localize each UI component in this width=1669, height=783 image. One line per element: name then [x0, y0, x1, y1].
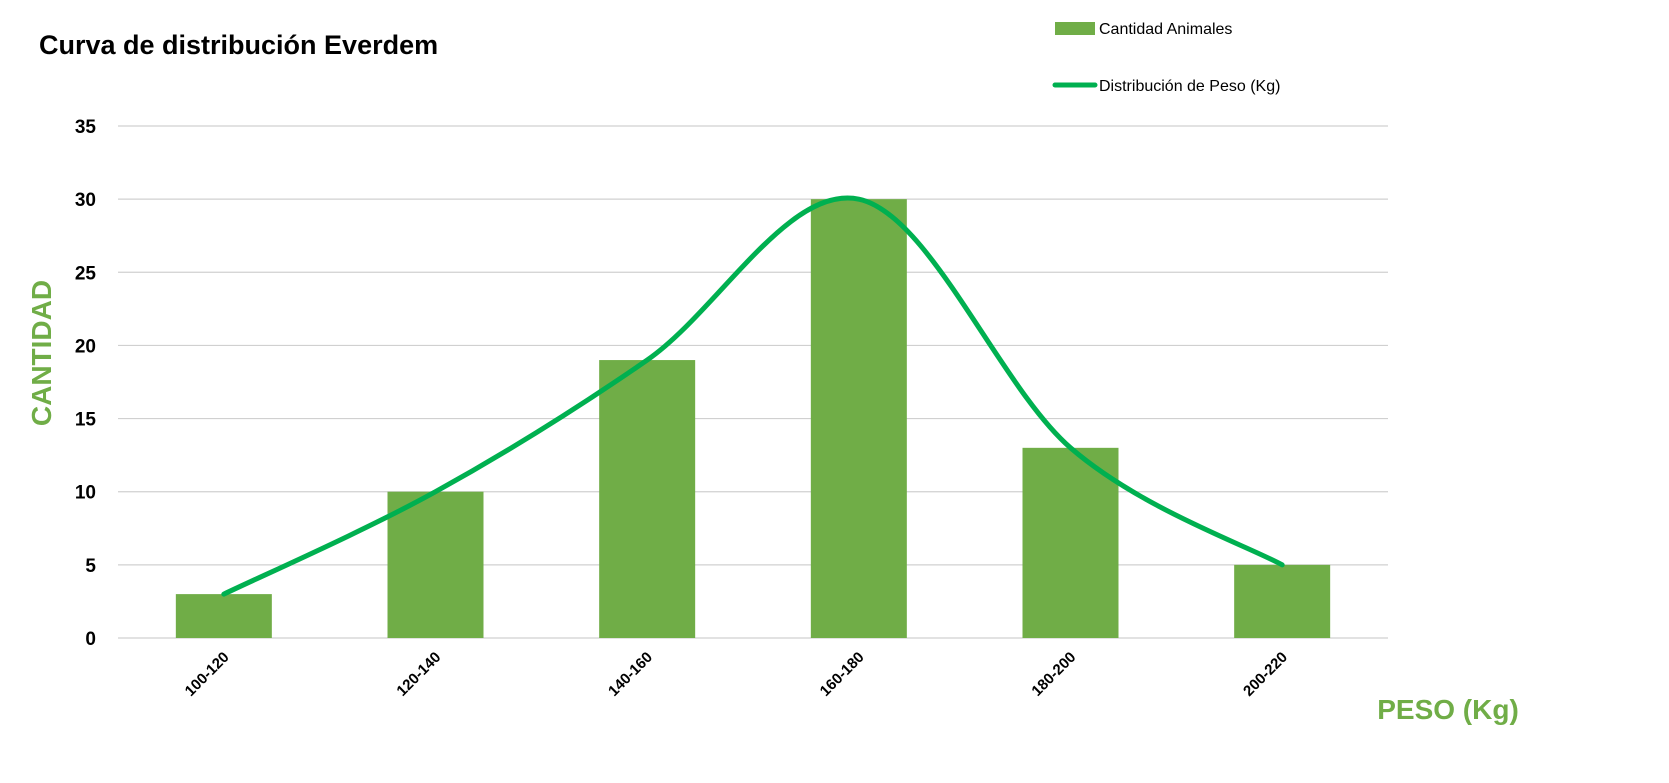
y-axis-label: CANTIDAD — [26, 280, 57, 426]
x-axis-label: PESO (Kg) — [1377, 694, 1519, 725]
y-tick-label: 20 — [75, 336, 96, 357]
y-tick-label: 35 — [75, 117, 97, 138]
y-tick-label: 30 — [75, 190, 96, 211]
bar-180-200 — [1022, 447, 1119, 638]
x-tick-label: 180-200 — [1028, 649, 1079, 700]
bar-200-220 — [1234, 564, 1331, 638]
distribution-line — [221, 195, 1285, 597]
distribution-line-group — [221, 195, 1285, 597]
x-tick-label: 160-180 — [817, 649, 868, 700]
legend-label-line: Distribución de Peso (Kg) — [1099, 78, 1280, 95]
x-tick-label: 120-140 — [393, 649, 444, 700]
x-tick-label: 140-160 — [605, 649, 656, 700]
bars — [175, 199, 1331, 638]
gridlines — [118, 125, 1388, 639]
bar-140-160 — [599, 360, 696, 638]
chart-title: Curva de distribución Everdem — [39, 30, 438, 60]
y-tick-label: 5 — [85, 556, 96, 577]
y-tick-label: 15 — [75, 410, 97, 431]
bar-120-140 — [387, 491, 484, 638]
y-tick-label: 10 — [75, 483, 96, 504]
y-axis-ticks: 0 5 10 15 20 25 30 35 — [75, 117, 97, 650]
x-tick-label: 200-220 — [1240, 649, 1291, 700]
x-axis-ticks: 100-120 120-140 140-160 160-180 180-200 200-2… — [182, 649, 1291, 700]
legend-swatch-bars — [1055, 22, 1095, 35]
y-tick-label: 25 — [75, 263, 97, 284]
x-tick-label: 100-120 — [182, 649, 233, 700]
bar-100-120 — [175, 594, 272, 638]
bar-160-180 — [810, 199, 907, 638]
y-tick-label: 0 — [85, 629, 96, 650]
legend-label-bars: Cantidad Animales — [1099, 21, 1232, 38]
legend: Cantidad Animales Distribución de Peso (… — [1052, 21, 1280, 95]
